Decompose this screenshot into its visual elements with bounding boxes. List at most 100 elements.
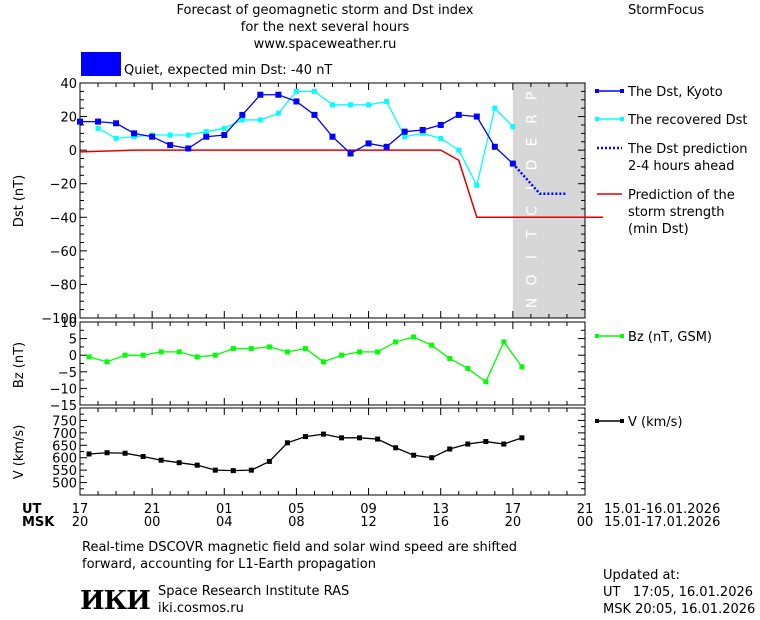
speed-point: [447, 446, 453, 452]
legend-dst-prediction-label: 2-4 hours ahead: [628, 159, 734, 174]
kyoto-dst-point: [347, 150, 354, 157]
speed-point: [429, 455, 435, 461]
recovered-dst-point: [221, 125, 227, 131]
institute-name: Space Research Institute RAS: [158, 584, 350, 599]
msk-tick-label: 12: [360, 515, 377, 530]
msk-date-range: 15.01-17.01.2026: [604, 515, 721, 530]
legend-bz-swatch-marker: [620, 334, 624, 338]
recovered-dst-point: [131, 134, 137, 140]
recovered-dst-point: [366, 102, 372, 108]
y-tick-label: 10: [60, 316, 77, 331]
recovered-dst-point: [348, 102, 354, 108]
bz-point: [465, 365, 471, 371]
kyoto-dst-point: [221, 132, 228, 139]
y-tick-label: 40: [60, 77, 77, 92]
legend-storm-strength-label: Prediction of the: [628, 188, 735, 203]
y-tick-label: 500: [52, 477, 77, 492]
panel-frame: [79, 407, 586, 496]
ut-axis-label: UT: [22, 502, 42, 517]
prediction-label-letter: P: [524, 92, 540, 100]
kyoto-dst-point: [113, 120, 120, 127]
speed-point: [284, 440, 290, 446]
recovered-dst-point: [275, 110, 281, 116]
bz-point: [284, 349, 290, 355]
chart-title-line2: for the next several hours: [240, 20, 410, 35]
prediction-zone: [512, 83, 585, 318]
y-tick-label: 550: [52, 464, 77, 479]
legend-recovered-dst-label: The recovered Dst: [627, 113, 747, 128]
iki-logo: ИКИ: [80, 586, 151, 616]
y-tick-label: −80: [50, 278, 77, 293]
recovered-dst-point: [293, 88, 299, 94]
kyoto-dst-point: [167, 142, 174, 149]
dst-prediction-line: [511, 162, 567, 196]
storm-strength-line: [79, 149, 604, 219]
bz-point: [194, 354, 200, 360]
legend-recovered-dst-swatch-marker: [595, 117, 599, 121]
ut-tick-label: 09: [360, 502, 377, 517]
speed-point: [158, 457, 164, 463]
kyoto-dst-point: [437, 121, 444, 128]
recovered-dst-point: [456, 147, 462, 153]
legend-storm-strength-label: storm strength: [628, 205, 725, 220]
prediction-label-letter: R: [524, 114, 540, 124]
recovered-dst-point: [510, 124, 516, 130]
recovered-dst-point: [492, 105, 498, 111]
legend-kyoto-dst-label: The Dst, Kyoto: [627, 85, 723, 100]
ut-tick-label: 05: [288, 502, 305, 517]
kyoto-dst-point: [275, 91, 282, 98]
institute-site[interactable]: iki.cosmos.ru: [158, 601, 244, 616]
recovered-dst-point: [311, 88, 317, 94]
speed-point: [104, 450, 110, 456]
recovered-dst-point: [402, 134, 408, 140]
updated-label: Updated at:: [603, 568, 680, 583]
y-tick-label: 750: [52, 414, 77, 429]
bz-point: [519, 364, 525, 370]
bz-point: [104, 359, 110, 365]
prediction-label-letter: C: [524, 206, 540, 216]
status-text: Quiet, expected min Dst: -40 nT: [124, 63, 333, 78]
recovered-dst-point: [203, 129, 209, 135]
y-tick-label: −60: [50, 245, 77, 260]
speed-line: [88, 433, 523, 472]
speed-point: [483, 439, 489, 445]
updated-ut: UT 17:05, 16.01.2026: [603, 585, 754, 600]
recovered-dst-point: [239, 117, 245, 123]
y-axis-label: Bz (nT): [12, 342, 27, 388]
kyoto-dst-point: [185, 145, 192, 152]
recovered-dst-point: [95, 125, 101, 131]
legend-speed-label: V (km/s): [628, 415, 683, 430]
y-tick-label: 650: [52, 439, 77, 454]
updated-msk: MSK 20:05, 16.01.2026: [603, 602, 756, 617]
recovered-dst-line: [97, 90, 514, 188]
prediction-label-letter: D: [524, 160, 540, 171]
ut-tick-label: 17: [504, 502, 522, 517]
recovered-dst-point: [185, 132, 191, 138]
panel-frame: [79, 321, 586, 406]
chart-title-line1: Forecast of geomagnetic storm and Dst in…: [176, 3, 474, 18]
legend-speed-swatch-marker: [620, 419, 624, 423]
speed-point: [339, 435, 345, 441]
bz-point: [230, 346, 236, 352]
kyoto-dst-point: [95, 118, 102, 125]
bz-point: [447, 356, 453, 362]
y-axis-label: V (km/s): [12, 425, 27, 480]
y-tick-label: −15: [50, 399, 77, 414]
kyoto-dst-point: [365, 140, 372, 147]
speed-point: [194, 462, 200, 468]
legend-kyoto-dst-swatch-marker: [595, 89, 599, 93]
y-tick-label: 20: [60, 111, 77, 126]
msk-tick-label: 00: [143, 515, 161, 530]
footnote-line2: forward, accounting for L1-Earth propaga…: [82, 557, 376, 572]
bz-point: [176, 349, 182, 355]
kyoto-dst-point: [455, 111, 462, 118]
y-tick-label: −100: [41, 312, 77, 327]
prediction-label-letter: E: [524, 138, 540, 147]
bz-point: [212, 352, 218, 358]
source-url[interactable]: www.spaceweather.ru: [253, 37, 397, 52]
kyoto-dst-point: [383, 143, 390, 150]
msk-tick-label: 04: [216, 515, 233, 530]
y-tick-label: −5: [58, 366, 77, 381]
kyoto-dst-point: [203, 133, 210, 140]
